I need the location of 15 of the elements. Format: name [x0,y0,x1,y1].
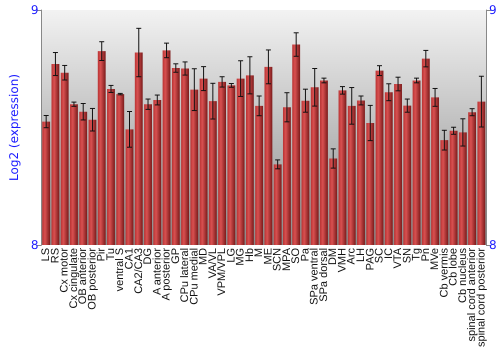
x-tick-label: MVe [429,248,442,270]
x-tick-label: IC [382,248,395,259]
y-axis-title: Log2 (expression) [7,74,21,181]
x-tick-label: Pir [96,248,108,262]
x-tick-label: CA1 [124,248,136,270]
x-tick-label: Tg [410,248,423,261]
y2-tick-label: 8 [489,238,497,252]
x-tick-label: CPu medial [188,248,200,305]
x-tick-label: SN [401,248,414,264]
x-tick-label: M [253,248,266,258]
x-tick-label: Hb [244,248,256,262]
x-tick-label: RS [49,248,62,264]
x-tick-label: SPa dorsal [318,248,330,302]
y2-tick-label: 9 [489,3,497,17]
x-tick-label: SCN [272,248,284,272]
